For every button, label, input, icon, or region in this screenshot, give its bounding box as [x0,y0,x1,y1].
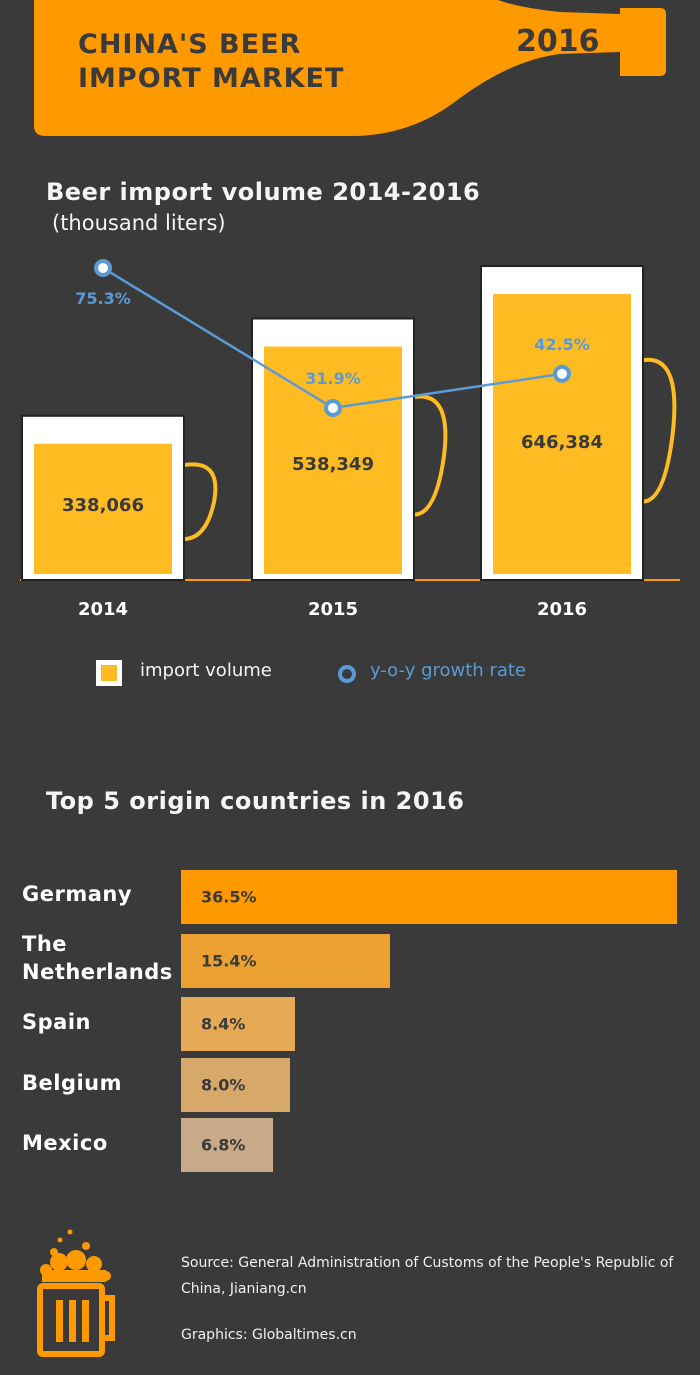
mug-bar-2015: 538,349 [251,317,448,581]
country-label: Spain [22,1010,91,1034]
legend-growth-marker [338,665,356,683]
country-bar: 8.4% [181,997,296,1051]
country-bar-label: 15.4% [201,951,257,971]
country-bar-label: 8.4% [201,1014,246,1034]
mug-handle [413,394,448,517]
mug-handle [183,462,218,541]
page-title: CHINA'S BEER IMPORT MARKET [78,29,345,94]
country-bar-label: 8.0% [201,1075,246,1095]
mug-bar-2014: 338,066 [21,414,218,581]
year-label-2015: 2015 [307,599,359,620]
volume-data-label: 646,384 [521,432,603,453]
beer-mug-icon [37,1229,115,1357]
countries-chart-title: Top 5 origin countries in 2016 [46,787,465,815]
country-label: Germany [22,882,133,906]
country-bar-label: 6.8% [201,1135,246,1155]
mug-handle [642,357,677,504]
legend-growth-label: y-o-y growth rate [370,660,526,681]
volume-chart-subtitle: (thousand liters) [52,211,226,235]
growth-point-2014 [94,259,112,277]
volume-data-label: 338,066 [62,495,144,516]
legend-volume-label: import volume [140,660,272,681]
growth-point-2016 [553,364,571,383]
volume-chart: 338,066 538,349 646,384 75.3% 31.9% 42.5% [20,259,680,582]
country-label: Belgium [22,1071,123,1095]
country-bar: 15.4% [181,934,391,988]
growth-data-label: 31.9% [305,369,361,388]
banner-shape [34,0,666,136]
year-label-2014: 2014 [77,599,129,620]
country-bar-label: 36.5% [201,887,257,907]
volume-chart-title: Beer import volume 2014-2016 [46,178,481,206]
growth-data-label: 42.5% [534,335,590,354]
legend-volume-swatch [96,660,122,686]
mug-fill [34,443,172,574]
source-text: Source: General Administration of Custom… [181,1255,674,1297]
year-label-2016: 2016 [536,599,588,620]
graphics-credit: Graphics: Globaltimes.cn [181,1327,357,1343]
country-bar: 8.0% [181,1058,290,1112]
mug-bar-2016: 646,384 [480,265,677,582]
banner-year: 2016 [516,24,600,59]
mug-fill [493,294,631,574]
growth-data-label: 75.3% [75,289,131,308]
country-bar: 36.5% [181,870,677,924]
growth-point-2015 [324,399,342,417]
volume-data-label: 538,349 [292,454,374,475]
banner-bottle [34,0,666,136]
mug-fill [264,346,402,574]
country-label: The Netherlands [22,932,173,984]
country-label: Mexico [22,1131,108,1155]
country-bar: 6.8% [181,1118,274,1172]
